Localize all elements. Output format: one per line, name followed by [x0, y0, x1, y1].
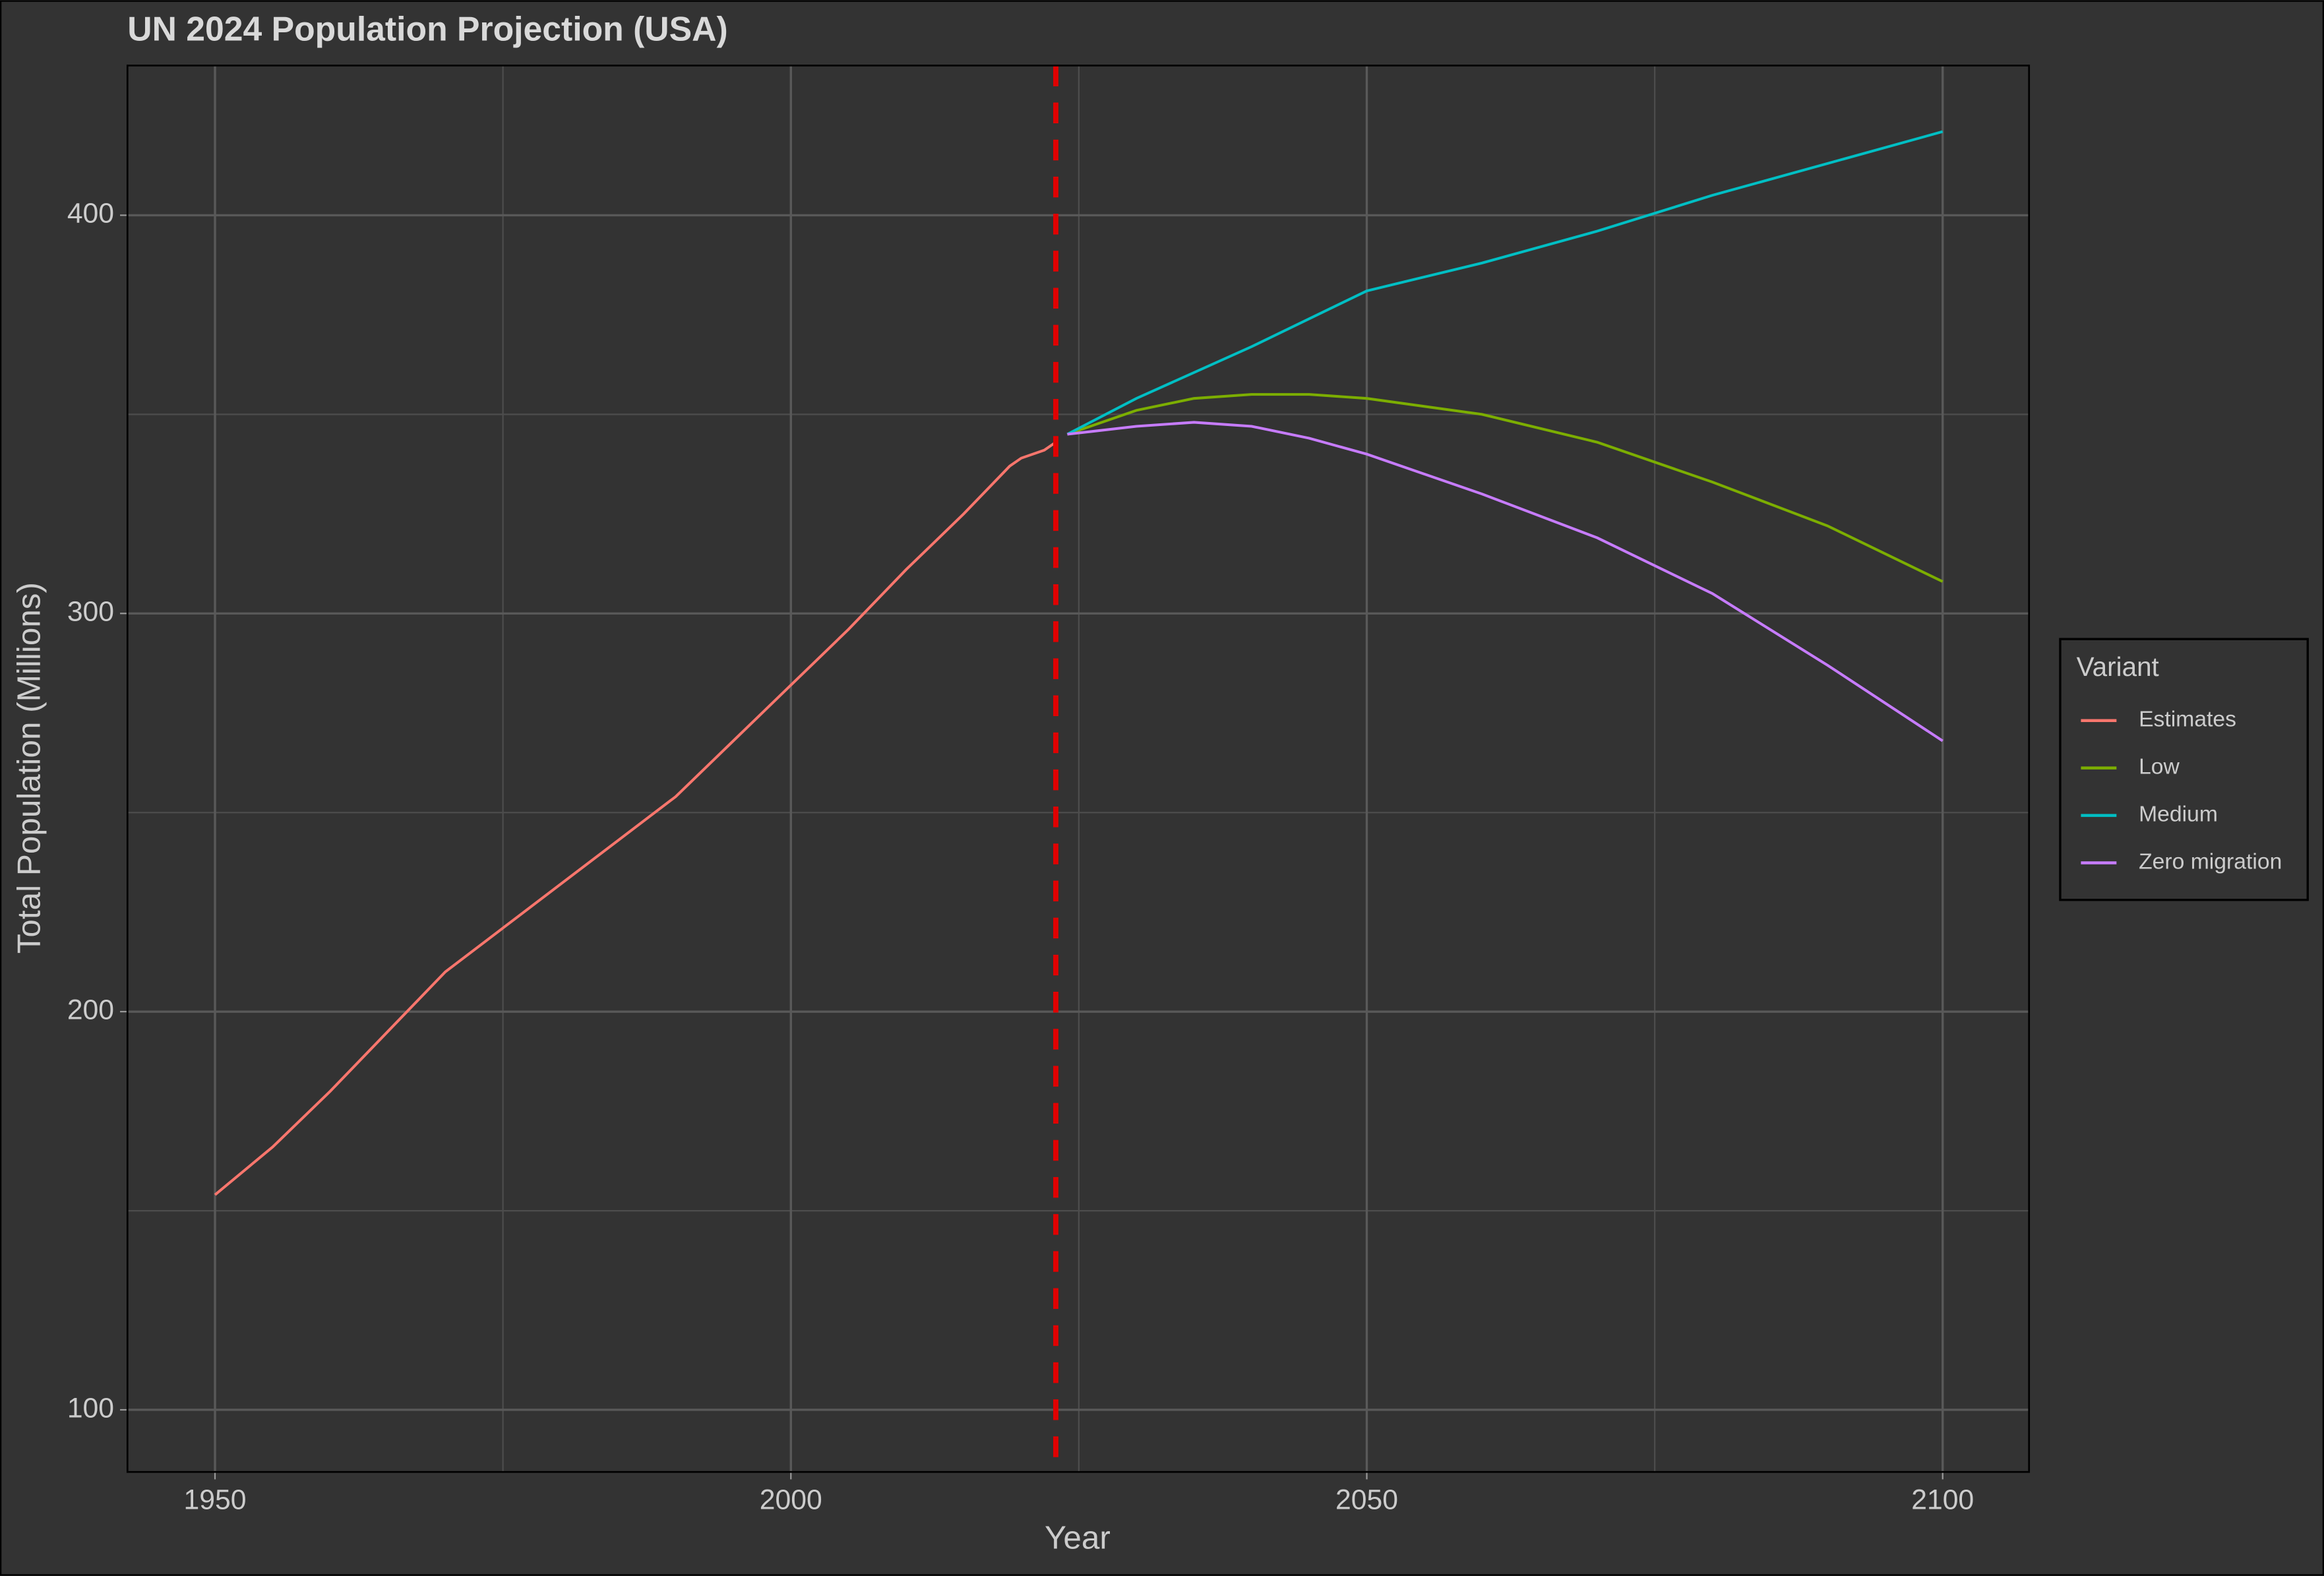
series-line — [1067, 421, 1943, 743]
y-tick-label: 100 — [67, 1392, 114, 1424]
legend-label: Medium — [2139, 801, 2218, 826]
legend-label: Low — [2139, 754, 2180, 779]
x-tick-label: 1950 — [184, 1484, 247, 1515]
legend: Variant Estimates Low Medium Zero migration — [2059, 638, 2309, 901]
y-tick-label: 200 — [67, 994, 114, 1025]
legend-label: Estimates — [2139, 707, 2236, 732]
x-tick-label: 2000 — [760, 1484, 822, 1515]
legend-title: Variant — [2077, 652, 2159, 682]
plot-border — [126, 65, 2031, 1473]
y-tick-label: 400 — [67, 198, 114, 229]
series-line — [1066, 130, 1943, 436]
legend-label: Zero migration — [2139, 849, 2282, 874]
plot-area: 100 200 300 400 1950 2000 2050 2100 — [67, 65, 2031, 1515]
x-tick-label: 2100 — [1911, 1484, 1974, 1515]
y-axis-label: Total Population (Millions) — [11, 582, 47, 954]
series-line — [1066, 393, 1943, 583]
series-line — [214, 440, 1057, 1196]
x-axis-label: Year — [1045, 1520, 1111, 1556]
y-tick-label: 300 — [67, 596, 114, 628]
x-tick-label: 2050 — [1335, 1484, 1398, 1515]
chart-title: UN 2024 Population Projection (USA) — [127, 9, 727, 47]
